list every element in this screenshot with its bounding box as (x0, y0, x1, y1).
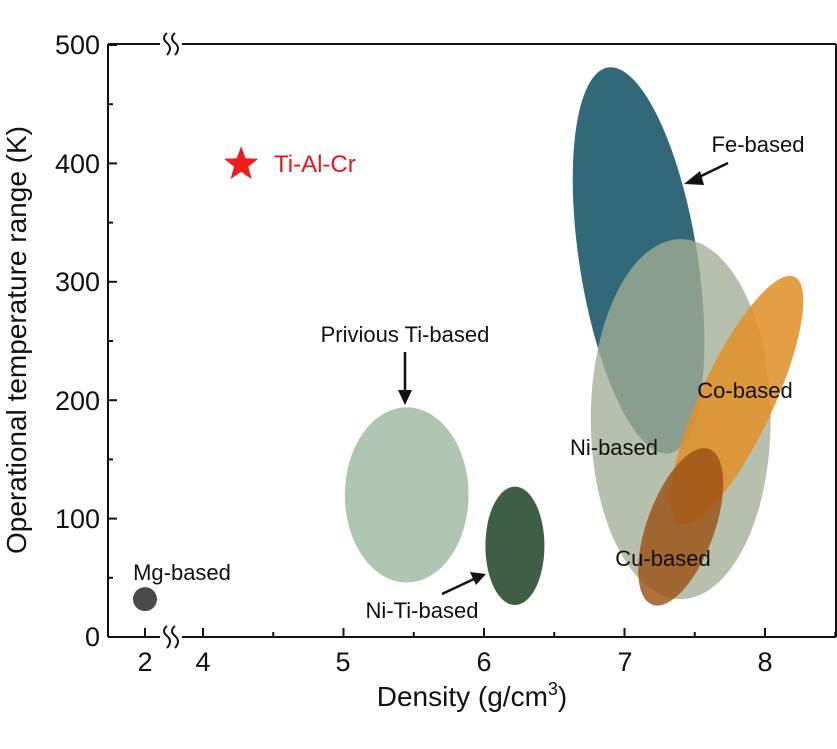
fe-based-arrowhead (684, 171, 704, 185)
x-tick-label: 8 (757, 647, 772, 677)
x-tick-labels: 2 4 5 6 7 8 (137, 647, 772, 677)
x-tick-label: 6 (476, 647, 491, 677)
previous-ti-based-label: Privious Ti-based (321, 322, 490, 347)
ni-ti-based-arrowhead (470, 572, 486, 585)
mg-based-label: Mg-based (133, 560, 231, 585)
ti-based-arrowhead (398, 390, 412, 405)
axes-frame (107, 43, 837, 638)
x-tick-label: 4 (195, 647, 210, 677)
ni-ti-based-arrow (441, 577, 475, 596)
x-axis-title: Density (g/cm3) (377, 679, 568, 712)
x-tick-label: 7 (617, 647, 632, 677)
ni-based-label: Ni-based (570, 435, 658, 460)
ti-al-cr-label: Ti-Al-Cr (274, 151, 356, 178)
y-tick-label: 300 (55, 267, 100, 297)
fe-based-arrow (696, 161, 729, 180)
ticks-layer (108, 44, 837, 638)
axis-break-top (160, 32, 182, 56)
fe-based-label: Fe-based (712, 132, 805, 157)
ni-based-region (590, 239, 771, 600)
ni-ti-based-label: Ni-Ti-based (366, 598, 479, 623)
cu-based-region (638, 448, 724, 606)
y-tick-label: 200 (55, 386, 100, 416)
y-tick-label: 100 (55, 504, 100, 534)
mg-based-region (133, 587, 157, 612)
ni-ti-based-region (485, 486, 545, 606)
y-tick-label: 0 (85, 622, 100, 652)
x-tick-label: 2 (137, 647, 152, 677)
previous-ti-based-region (344, 407, 469, 583)
y-tick-label: 500 (55, 30, 100, 60)
ti-al-cr-star-marker (224, 146, 259, 179)
annotation-arrows (398, 161, 729, 596)
x-tick-label: 5 (335, 647, 350, 677)
axis-break-bottom (160, 625, 182, 649)
regions-layer (133, 67, 804, 612)
y-axis-title: Operational temperature range (K) (1, 126, 32, 554)
y-tick-label: 400 (55, 149, 100, 179)
cu-based-label: Cu-based (615, 546, 710, 571)
co-based-label: Co-based (697, 378, 792, 403)
y-tick-labels: 0 100 200 300 400 500 (55, 30, 100, 652)
